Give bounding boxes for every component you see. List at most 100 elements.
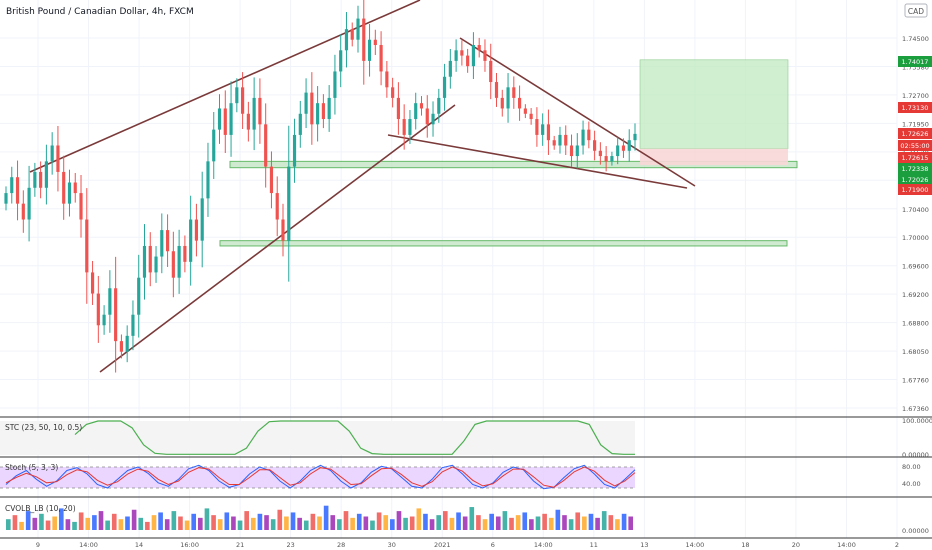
cvol-bar	[310, 513, 316, 530]
currency-badge-label: CAD	[908, 7, 924, 16]
cvol-bar	[370, 520, 375, 530]
candle-body	[396, 97, 400, 120]
long-position-tool[interactable]	[639, 59, 789, 166]
price-label-text: 1.73130	[902, 104, 929, 112]
cvol-bar	[390, 519, 395, 530]
cvol-bar	[515, 515, 521, 530]
cvol-bar	[58, 508, 64, 530]
cvol-bar	[548, 517, 554, 530]
candle-body	[235, 87, 239, 104]
candle-body	[67, 182, 72, 204]
support-zones	[219, 160, 798, 247]
cvol-bar	[171, 511, 177, 530]
cvol-bar	[277, 509, 283, 530]
candle-body	[477, 45, 481, 51]
cvol-bar	[403, 517, 408, 530]
candle-body	[425, 108, 429, 125]
price-label-text: 1.72026	[902, 176, 929, 184]
price-tick-label: 1.69200	[902, 291, 929, 299]
cvol-bar	[568, 519, 574, 530]
cvol-bar	[217, 519, 223, 530]
cvol-bar	[32, 517, 38, 530]
time-tick-label: 14:00	[79, 541, 98, 549]
currency-badge[interactable]	[904, 3, 928, 18]
cvol-bar	[45, 520, 51, 530]
cvol-bar	[462, 516, 468, 530]
candle-body	[616, 145, 620, 157]
candle-body	[287, 166, 291, 241]
time-axis[interactable]: 9 14:00 14 16:00 21 23 28 30 2021 6 14:00 11 13 14:00…	[36, 541, 899, 549]
time-tick-label: 6	[491, 541, 495, 549]
cvol-bar	[350, 517, 355, 530]
cvol-bar	[489, 513, 494, 530]
candle-body	[131, 314, 135, 336]
candle-body	[148, 245, 152, 273]
support-zone	[229, 160, 798, 169]
candle-body	[373, 39, 377, 46]
candle-body	[15, 177, 20, 204]
time-tick-label: 13	[640, 541, 648, 549]
candle-body	[523, 108, 527, 114]
cvol-bar	[303, 520, 309, 530]
cvol-bar	[284, 516, 289, 530]
stc-band	[0, 421, 635, 455]
price-label-tag	[898, 128, 932, 139]
cvol-bar	[191, 513, 197, 530]
trendlines[interactable]	[29, 0, 696, 373]
stc-axis-tick-low: 0.00000	[902, 451, 929, 459]
cvol-bar	[416, 508, 422, 530]
cvol-bar	[25, 511, 31, 530]
candle-body	[56, 145, 60, 172]
cvol-bar	[98, 511, 104, 530]
candle-body	[402, 119, 406, 135]
candle-body	[385, 71, 389, 88]
cvol-bar	[363, 516, 369, 530]
price-label-text: 1.71900	[902, 186, 929, 194]
cvol-bar	[297, 517, 302, 530]
cvol-bar	[575, 512, 581, 530]
stc-label: STC (23, 50, 10, 0.5)	[5, 423, 82, 432]
cvol-bar	[423, 513, 428, 530]
price-tick-label: 1.72700	[902, 92, 929, 100]
candle-body	[604, 156, 608, 162]
candle-body	[241, 87, 245, 114]
cvol-bar	[138, 517, 144, 530]
candle-body	[333, 71, 337, 98]
cvol-bar	[608, 515, 614, 530]
price-tick-label: 1.70400	[902, 206, 929, 214]
candle-body	[627, 140, 631, 151]
candle-body	[183, 245, 187, 262]
candle-body	[90, 272, 95, 294]
time-tick-label: 28	[337, 541, 345, 549]
price-tick-label: 1.68800	[902, 320, 929, 328]
cvol-bar	[330, 515, 336, 530]
candle-body	[546, 124, 551, 141]
candle-body	[79, 193, 83, 220]
cvol-bar	[482, 519, 488, 530]
chart-title: British Pound / Canadian Dollar, 4h, FXC…	[6, 7, 194, 17]
cvol-bar	[595, 517, 600, 530]
candle-body	[431, 113, 435, 125]
candle-body	[200, 198, 204, 241]
time-tick-label: 14:00	[686, 541, 705, 549]
cvol-bar	[6, 519, 11, 530]
time-tick-label: 9	[36, 541, 40, 549]
price-tick-label: 1.70000	[902, 234, 929, 242]
candle-body	[339, 50, 343, 72]
candle-body	[442, 76, 447, 98]
candle-body	[471, 45, 476, 67]
candle-body	[264, 124, 268, 167]
cvol-bar	[111, 513, 117, 530]
cvol-bar	[224, 512, 230, 530]
candle-body	[217, 108, 222, 130]
candle-body	[575, 145, 579, 157]
cvol-bar	[211, 515, 216, 530]
stoch-label: Stoch (5, 3, 3)	[5, 463, 58, 472]
cvol-bar	[78, 512, 84, 530]
candle-body	[102, 314, 106, 326]
candle-body	[177, 245, 181, 278]
cvol-bar	[562, 515, 567, 530]
cvol-bar	[436, 515, 442, 530]
candle-body	[189, 219, 193, 262]
cvol-bar	[502, 511, 508, 530]
